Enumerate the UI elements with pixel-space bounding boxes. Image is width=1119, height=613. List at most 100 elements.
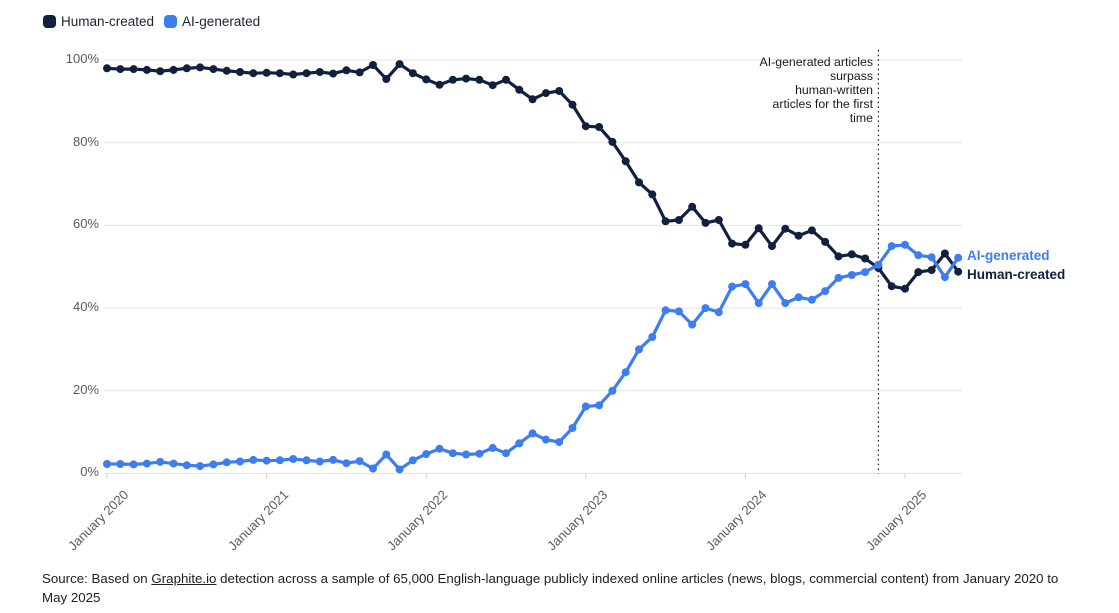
- ai-generated-point: [528, 429, 537, 438]
- ai-generated-point: [701, 304, 710, 313]
- ai-generated-point: [541, 435, 550, 444]
- human-created-point: [794, 231, 803, 240]
- human-created-point: [648, 190, 657, 199]
- ai-generated-point: [475, 449, 484, 458]
- legend-label-ai-generated: AI-generated: [182, 14, 261, 29]
- ai-generated-point: [794, 293, 803, 302]
- human-created-point: [315, 68, 324, 76]
- ai-generated-point: [382, 450, 391, 459]
- ai-generated-point: [462, 450, 471, 459]
- ai-generated-point: [315, 457, 324, 466]
- human-created-point: [661, 217, 670, 226]
- ai-generated-point: [954, 253, 963, 262]
- human-created-point: [422, 75, 431, 84]
- human-created-point: [369, 61, 377, 69]
- legend: Human-created AI-generated: [43, 14, 260, 29]
- ai-generated-point: [156, 457, 165, 466]
- ai-generated-point: [289, 455, 298, 463]
- ai-generated-point: [169, 459, 178, 468]
- ai-generated-point: [448, 449, 457, 458]
- ai-generated-point: [236, 457, 244, 466]
- source-text-prefix: Source: Based on: [42, 571, 152, 586]
- y-axis-tick-80: 80%: [72, 134, 99, 149]
- y-axis-tick-60: 60%: [72, 216, 99, 231]
- human-created-point: [169, 65, 178, 74]
- ai-generated-point: [369, 464, 377, 473]
- ai-generated-point: [568, 424, 577, 432]
- ai-generated-point: [302, 456, 311, 465]
- crossover-annotation: AI-generated articles surpass human-writ…: [723, 55, 873, 125]
- human-created-point: [475, 75, 484, 84]
- human-created-point: [382, 75, 391, 83]
- ai-generated-point: [209, 460, 218, 469]
- human-created-point: [595, 123, 604, 131]
- human-created-point: [395, 60, 404, 69]
- ai-generated-point: [422, 450, 431, 459]
- ai-generated-point: [807, 295, 816, 304]
- human-created-point: [635, 178, 643, 187]
- graphite-io-link[interactable]: Graphite.io: [151, 571, 217, 586]
- human-created-point: [581, 122, 590, 131]
- ai-generated-point: [834, 273, 843, 282]
- ai-generated-point: [821, 287, 830, 296]
- human-created-point: [781, 224, 790, 233]
- ai-generated-points: [103, 240, 963, 474]
- ai-generated-point: [395, 465, 404, 474]
- human-created-point: [142, 65, 151, 74]
- human-created-point: [408, 69, 417, 78]
- human-created-point: [728, 239, 737, 248]
- human-created-point: [329, 69, 338, 78]
- ai-generated-point: [116, 460, 125, 468]
- ai-generated-point: [262, 456, 271, 465]
- ai-generated-point: [714, 308, 723, 317]
- human-created-point: [488, 81, 497, 90]
- human-created-point: [249, 69, 258, 78]
- series-end-label-human-created: Human-created: [967, 267, 1066, 282]
- ai-generated-point: [275, 456, 284, 465]
- human-created-swatch-icon: [43, 15, 56, 28]
- human-created-point: [156, 67, 165, 76]
- ai-generated-point: [555, 438, 564, 447]
- ai-generated-point: [887, 242, 896, 251]
- human-created-point: [129, 65, 138, 74]
- ai-generated-point: [222, 458, 231, 467]
- annotation-line: AI-generated articles: [759, 55, 873, 69]
- human-created-point: [342, 66, 351, 75]
- human-created-point: [887, 282, 896, 291]
- annotation-line: time: [849, 111, 873, 126]
- y-axis-tick-40: 40%: [72, 299, 99, 314]
- human-created-point: [262, 68, 271, 77]
- human-created-point: [289, 70, 298, 79]
- human-created-point: [914, 268, 923, 277]
- ai-generated-point: [408, 456, 417, 465]
- human-created-point: [103, 64, 111, 73]
- ai-generated-point: [103, 460, 111, 468]
- human-created-point: [821, 237, 830, 246]
- human-created-point: [861, 254, 870, 263]
- ai-generated-point: [621, 368, 630, 377]
- human-created-point: [462, 74, 471, 83]
- ai-generated-point: [914, 251, 923, 260]
- human-created-point: [901, 284, 909, 293]
- ai-generated-point: [196, 462, 205, 471]
- legend-item-human-created: Human-created: [43, 14, 154, 29]
- ai-generated-point: [847, 271, 856, 279]
- human-created-point: [807, 226, 816, 235]
- y-axis-tick-20: 20%: [72, 382, 99, 397]
- ai-generated-point: [515, 439, 524, 448]
- human-created-point: [222, 66, 231, 75]
- source-text-suffix: detection across a sample of 65,000 Engl…: [42, 571, 1059, 605]
- human-created-point: [515, 85, 524, 94]
- ai-generated-point: [635, 345, 643, 354]
- human-created-point: [302, 69, 311, 78]
- human-created-point: [182, 64, 191, 73]
- human-created-point: [688, 202, 697, 211]
- ai-generated-point: [861, 268, 870, 277]
- ai-generated-point: [182, 461, 191, 470]
- human-created-points: [103, 60, 963, 293]
- human-created-point: [768, 242, 776, 251]
- human-created-point: [541, 89, 550, 98]
- ai-generated-point: [648, 333, 657, 341]
- ai-generated-point: [435, 444, 444, 453]
